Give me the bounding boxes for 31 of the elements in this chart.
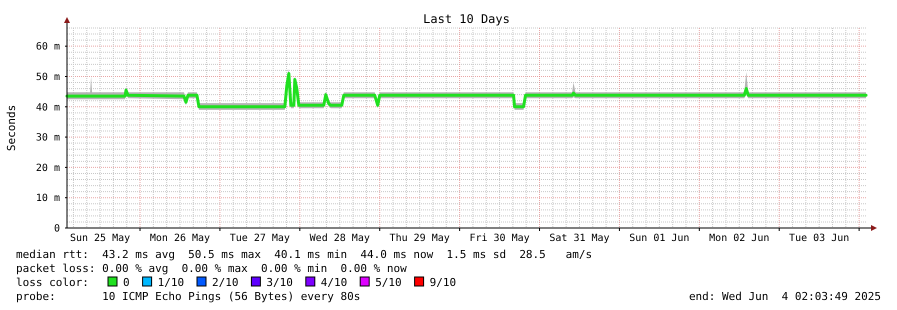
legend-label: 3/10 (266, 276, 293, 289)
x-tick-label: Tue 03 Jun (789, 233, 850, 244)
text: packet loss: 0.00 % avg 0.00 % max 0.00 % min 0.00 % now (16, 262, 408, 275)
x-tick-label: Sun 25 May (70, 233, 130, 244)
y-tick-label: 20 m (36, 162, 60, 174)
y-tick-label: 40 m (36, 102, 60, 114)
legend-label: 4/10 (320, 276, 348, 289)
text: median rtt: 43.2 ms avg 50.5 ms max 40.1 ms min 44.0 ms now 1.5 ms sd 28.5 am/s (16, 248, 592, 261)
text: end: Wed Jun 4 02:03:49 2025 (688, 290, 881, 303)
legend-label: 9/10 (430, 276, 456, 289)
x-tick-label: Sun 01 Jun (629, 233, 690, 244)
legend-label: 2/10 (212, 276, 238, 289)
y-tick-label: 0 (54, 224, 60, 234)
chart-title: Last 10 Days (423, 12, 510, 26)
y-tick-label: 60 m (36, 42, 60, 53)
x-tick-label: Mon 26 May (150, 233, 210, 244)
text: probe: 10 ICMP Echo Pings (56 Bytes) every 80s (16, 290, 360, 303)
x-tick-label: Fri 30 May (469, 233, 530, 244)
x-tick-label: Sat 31 May (549, 233, 610, 244)
legend-label: 1/10 (158, 276, 184, 289)
legend-label: 0 (123, 276, 130, 289)
x-tick-label: Tue 27 May (230, 233, 290, 244)
legend-label: 5/10 (375, 276, 402, 289)
x-tick-label: Mon 02 Jun (709, 233, 770, 244)
y-tick-label: 30 m (36, 132, 60, 144)
x-tick-label: Thu 29 May (390, 233, 450, 244)
y-axis-title: Seconds (5, 104, 18, 152)
y-tick-label: 50 m (36, 72, 60, 83)
legend-title: loss color: (16, 276, 89, 289)
x-tick-label: Wed 28 May (310, 233, 370, 244)
y-tick-label: 10 m (36, 193, 60, 204)
